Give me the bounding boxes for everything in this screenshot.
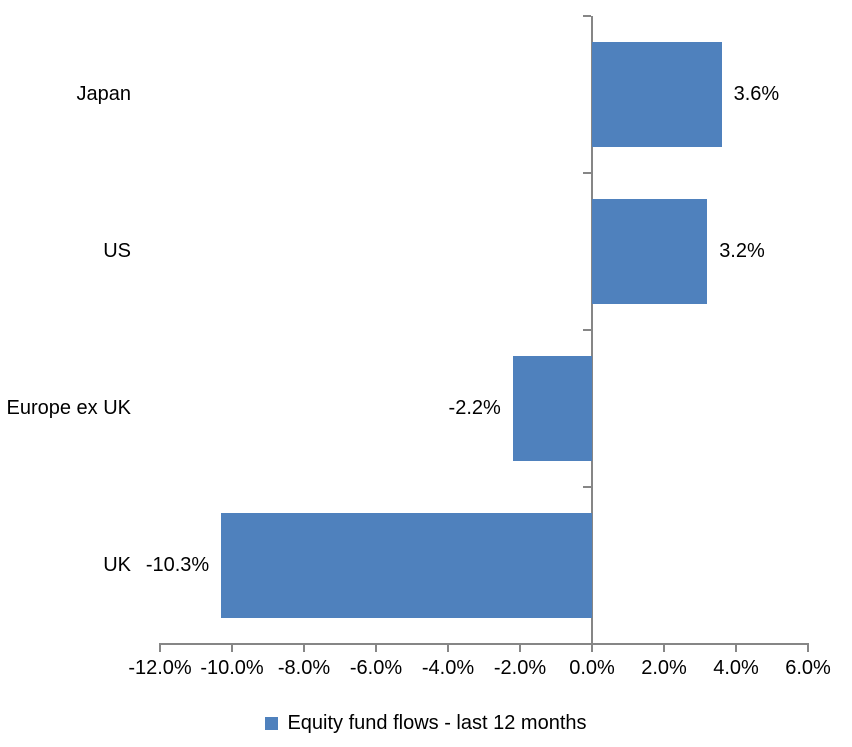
data-label-us: 3.2%: [719, 240, 765, 262]
y-axis-line: [591, 16, 593, 652]
x-tick-label: 0.0%: [569, 657, 615, 679]
x-tick: [159, 644, 161, 652]
x-tick: [591, 644, 593, 652]
x-tick: [231, 644, 233, 652]
x-tick: [807, 644, 809, 652]
category-boundary-tick: [583, 15, 591, 17]
category-label-europe-ex-uk: Europe ex UK: [6, 397, 131, 419]
data-label-japan: 3.6%: [733, 83, 780, 105]
x-tick: [663, 644, 665, 652]
data-label-uk: -10.3%: [145, 554, 210, 576]
x-tick-label: -2.0%: [493, 657, 547, 679]
bar-us: [592, 199, 708, 304]
bar-japan: [592, 42, 722, 147]
x-tick-label: -4.0%: [421, 657, 475, 679]
bar-uk: [221, 513, 592, 618]
x-tick: [375, 644, 377, 652]
legend-marker-icon: [265, 716, 279, 730]
x-tick-label: 2.0%: [641, 657, 687, 679]
bar-europe-ex-uk: [512, 356, 592, 461]
x-tick-label: -6.0%: [349, 657, 403, 679]
x-axis-line: [159, 643, 809, 645]
category-label-japan: Japan: [76, 83, 132, 105]
x-tick: [519, 644, 521, 652]
x-tick-label: 6.0%: [785, 657, 831, 679]
x-tick: [447, 644, 449, 652]
category-label-us: US: [103, 240, 131, 262]
category-boundary-tick: [583, 172, 591, 174]
legend: Equity fund flows - last 12 months: [0, 708, 852, 738]
category-label-uk: UK: [103, 554, 131, 576]
category-boundary-tick: [583, 329, 591, 331]
x-tick-label: -10.0%: [200, 657, 264, 679]
x-tick-label: -8.0%: [277, 657, 331, 679]
x-tick-label: 4.0%: [713, 657, 759, 679]
category-boundary-tick: [583, 486, 591, 488]
legend-label: Equity fund flows - last 12 months: [287, 711, 587, 734]
data-label-europe-ex-uk: -2.2%: [448, 397, 501, 419]
x-tick-label: -12.0%: [128, 657, 192, 679]
x-tick: [735, 644, 737, 652]
x-tick: [303, 644, 305, 652]
